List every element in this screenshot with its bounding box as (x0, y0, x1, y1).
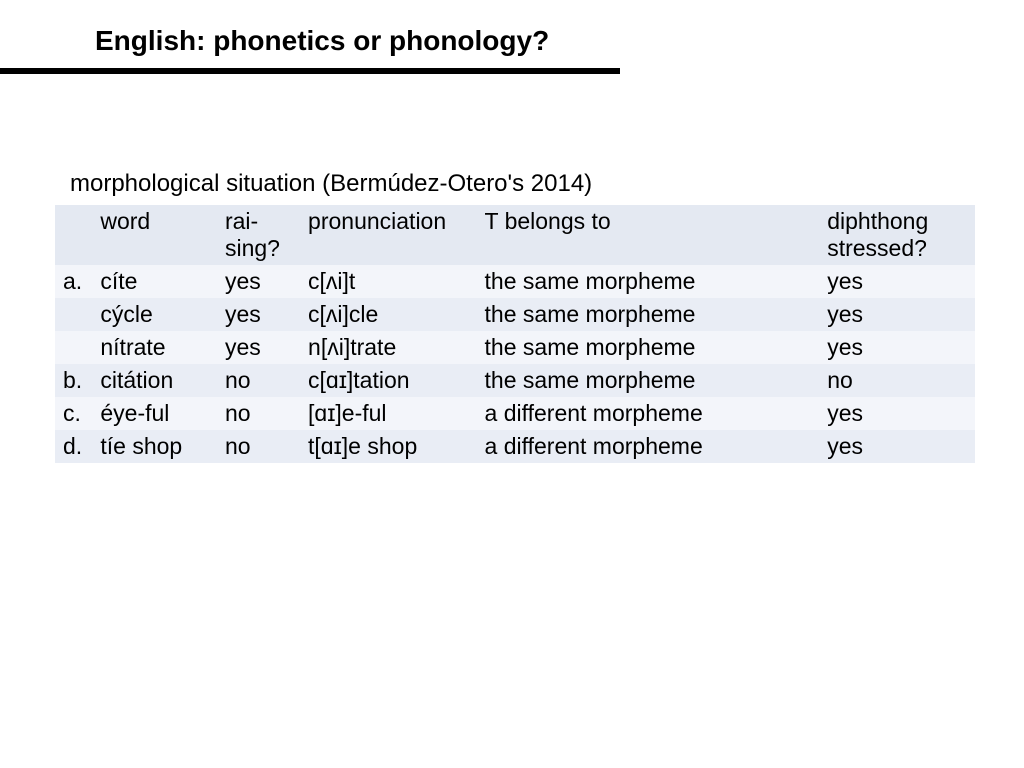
cell-label: c. (55, 397, 92, 430)
page-title: English: phonetics or phonology? (95, 25, 549, 57)
cell-word: nítrate (92, 331, 217, 364)
cell-belongs: a different morpheme (477, 430, 820, 463)
cell-word: tíe shop (92, 430, 217, 463)
cell-raising: yes (217, 331, 300, 364)
cell-raising: no (217, 397, 300, 430)
cell-pron: [ɑɪ]e-ful (300, 397, 477, 430)
cell-pron: c[ʌi]cle (300, 298, 477, 331)
col-header-pronunciation: pronunciation (300, 205, 477, 265)
col-header-label (55, 205, 92, 265)
cell-belongs: the same morpheme (477, 364, 820, 397)
cell-label: d. (55, 430, 92, 463)
cell-raising: yes (217, 265, 300, 298)
cell-diph: yes (819, 430, 975, 463)
cell-label (55, 331, 92, 364)
col-header-word: word (92, 205, 217, 265)
cell-pron: n[ʌi]trate (300, 331, 477, 364)
table-row: c. éye-ful no [ɑɪ]e-ful a different morp… (55, 397, 975, 430)
cell-diph: yes (819, 397, 975, 430)
cell-label: b. (55, 364, 92, 397)
cell-raising: no (217, 430, 300, 463)
cell-pron: c[ɑɪ]tation (300, 364, 477, 397)
table-row: b. citátion no c[ɑɪ]tation the same morp… (55, 364, 975, 397)
cell-pron: c[ʌi]t (300, 265, 477, 298)
cell-diph: yes (819, 298, 975, 331)
col-header-raising: rai- sing? (217, 205, 300, 265)
cell-belongs: the same morpheme (477, 331, 820, 364)
cell-word: cýcle (92, 298, 217, 331)
cell-word: éye-ful (92, 397, 217, 430)
cell-diph: yes (819, 265, 975, 298)
cell-diph: no (819, 364, 975, 397)
col-header-belongs: T belongs to (477, 205, 820, 265)
morphology-table: word rai- sing? pronunciation T belongs … (55, 205, 975, 463)
cell-belongs: the same morpheme (477, 298, 820, 331)
cell-belongs: the same morpheme (477, 265, 820, 298)
cell-word: citátion (92, 364, 217, 397)
col-header-diphthong: diphthong stressed? (819, 205, 975, 265)
cell-belongs: a different morpheme (477, 397, 820, 430)
title-underline (0, 68, 620, 74)
table-row: cýcle yes c[ʌi]cle the same morpheme yes (55, 298, 975, 331)
cell-diph: yes (819, 331, 975, 364)
cell-raising: no (217, 364, 300, 397)
table-header-row: word rai- sing? pronunciation T belongs … (55, 205, 975, 265)
table-row: nítrate yes n[ʌi]trate the same morpheme… (55, 331, 975, 364)
table-body: a. cíte yes c[ʌi]t the same morpheme yes… (55, 265, 975, 463)
cell-label (55, 298, 92, 331)
table-row: d. tíe shop no t[ɑɪ]e shop a different m… (55, 430, 975, 463)
cell-raising: yes (217, 298, 300, 331)
subtitle: morphological situation (Bermúdez-Otero'… (70, 170, 592, 198)
cell-pron: t[ɑɪ]e shop (300, 430, 477, 463)
table-row: a. cíte yes c[ʌi]t the same morpheme yes (55, 265, 975, 298)
cell-label: a. (55, 265, 92, 298)
cell-word: cíte (92, 265, 217, 298)
